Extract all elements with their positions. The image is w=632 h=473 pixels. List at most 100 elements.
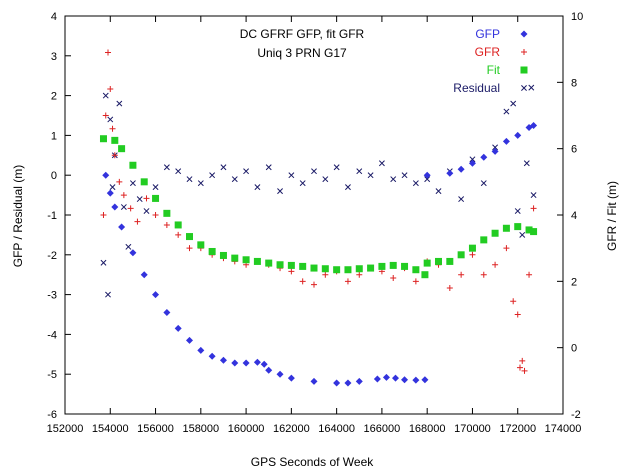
y-left-tick-label: -5: [47, 369, 57, 381]
gfp-point: [287, 374, 295, 382]
gfp-point: [129, 249, 137, 257]
residual-point: [530, 192, 537, 199]
fit-point: [174, 221, 182, 229]
fit-point: [197, 241, 205, 249]
fit-point: [491, 229, 499, 237]
fit-point: [412, 266, 420, 274]
gfr-point: [412, 278, 419, 285]
residual-point: [401, 172, 408, 179]
y-right-tick-label: 6: [571, 144, 577, 156]
fit-point: [367, 264, 375, 272]
residual-point: [175, 168, 182, 175]
gfp-point: [468, 159, 476, 167]
residual-point: [480, 180, 487, 187]
x-tick-label: 170000: [454, 423, 491, 435]
gfr-point: [510, 298, 517, 305]
gfr-point: [446, 284, 453, 291]
gfr-point: [134, 218, 141, 225]
y-left-tick-label: -2: [47, 250, 57, 262]
x-tick-label: 152000: [47, 423, 84, 435]
residual-point: [220, 164, 227, 171]
y-left-tick-label: -3: [47, 290, 57, 302]
fit-point: [421, 271, 429, 279]
residual-point: [523, 160, 530, 167]
gfp-point: [186, 336, 193, 344]
fit-point: [208, 247, 216, 255]
fit-point: [231, 254, 239, 262]
residual-point: [107, 116, 114, 123]
fit-point: [111, 136, 119, 144]
gfp-point: [310, 377, 318, 385]
y-left-tick-label: -4: [47, 329, 57, 341]
fit-point: [140, 178, 148, 186]
gfp-point: [491, 147, 499, 155]
fit-point: [468, 244, 476, 252]
fit-point: [514, 223, 522, 231]
gfp-point: [530, 121, 538, 129]
fit-point: [530, 228, 538, 236]
residual-point: [333, 164, 340, 171]
fit-point: [401, 262, 409, 270]
axes: 152000 154000 156000 158000 160000 162000 1640…: [47, 11, 584, 435]
legend-label-fit: Fit: [487, 63, 501, 77]
residual-point: [503, 108, 510, 115]
legend-label-gfr: GFR: [475, 45, 501, 59]
fit-point: [423, 259, 431, 267]
legend-marker-gfr: [521, 49, 527, 55]
residual-point: [243, 168, 250, 175]
fit-point: [355, 265, 363, 273]
residual-point: [277, 188, 283, 195]
x-tick-label: 166000: [364, 423, 401, 435]
gfr-point: [458, 271, 465, 278]
fit-point: [219, 251, 227, 259]
gfr-point: [100, 212, 107, 218]
legend: GFP GFR Fit Residual: [453, 27, 528, 95]
gfr-point: [152, 212, 159, 218]
gfp-point: [163, 309, 171, 317]
y-left-tick-label: 1: [51, 130, 57, 142]
gfp-point: [174, 324, 182, 332]
gfr-point: [102, 112, 109, 119]
gfp-point: [260, 360, 268, 368]
residual-point: [519, 231, 526, 238]
gfr-point: [521, 367, 528, 374]
gfr-point: [116, 178, 123, 185]
fit-point: [389, 261, 397, 269]
gfp-point: [106, 189, 114, 197]
gfr-point: [175, 231, 182, 238]
residual-point: [105, 291, 111, 298]
fit-point: [378, 262, 386, 270]
residual-point: [528, 84, 535, 91]
residual-point: [412, 180, 419, 187]
residual-point: [136, 196, 143, 203]
gfp-point: [219, 356, 227, 364]
fit-point: [118, 145, 126, 153]
fit-point: [310, 264, 318, 272]
fit-point: [480, 236, 488, 244]
gfr-point: [503, 245, 510, 252]
fit-point: [186, 233, 193, 241]
gfp-point: [253, 358, 261, 366]
gfr-point: [530, 205, 537, 212]
residual-point: [435, 188, 442, 195]
fit-point: [525, 226, 533, 234]
x-tick-label: 160000: [228, 423, 265, 435]
residual-point: [125, 243, 132, 250]
fit-point: [287, 261, 295, 269]
legend-label-gfp: GFP: [475, 27, 500, 41]
fit-point: [129, 161, 137, 169]
gfr-point: [163, 221, 170, 228]
gfr-point: [390, 275, 397, 282]
chart-title-line-2: Uniq 3 PRN G17: [257, 46, 347, 60]
x-tick-label: 154000: [92, 423, 129, 435]
fit-point: [457, 251, 465, 259]
gfp-point: [373, 375, 381, 383]
gfp-point: [118, 223, 126, 231]
gfp-point: [355, 377, 363, 385]
fit-point: [435, 257, 442, 265]
gfr-point: [469, 251, 476, 258]
residual-point: [109, 184, 116, 191]
y-right-tick-label: 8: [571, 77, 577, 89]
gfp-point: [401, 376, 409, 384]
residual-point: [345, 184, 351, 191]
